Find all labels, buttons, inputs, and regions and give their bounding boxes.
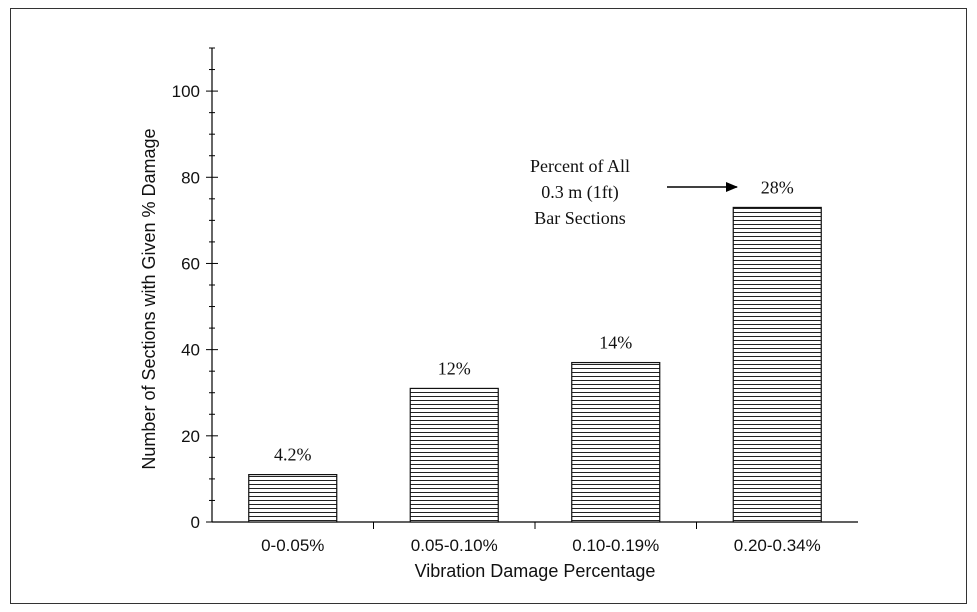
bar-data-label: 28% [761,177,794,197]
y-axis-title: Number of Sections with Given % Damage [139,128,159,469]
bar-2 [409,387,499,523]
bar-1 [248,474,338,523]
annotation: Percent of All 0.3 m (1ft) Bar Sections [530,156,738,228]
x-tick-label: 0.10-0.19% [572,536,659,555]
y-tick-label: 40 [181,341,200,360]
y-tick-label: 0 [191,513,200,532]
bar-data-label: 4.2% [274,445,312,465]
x-axis-title: Vibration Damage Percentage [415,561,656,581]
y-tick-label: 100 [172,82,200,101]
annotation-line-2: 0.3 m (1ft) [541,182,618,203]
y-tick-label: 20 [181,427,200,446]
bars [248,206,822,523]
annotation-line-1: Percent of All [530,156,630,176]
bar-data-label: 14% [599,333,632,353]
labels: 4.2% 0-0.05% 12% 0.05-0.10% 14% 0.10-0.19% 28%… [261,177,821,555]
annotation-line-3: Bar Sections [534,208,626,228]
y-tick-label: 80 [181,168,200,187]
y-tick-label: 60 [181,254,200,273]
x-tick-label: 0.05-0.10% [411,536,498,555]
x-tick-label: 0.20-0.34% [734,536,821,555]
bar-data-label: 12% [438,358,471,378]
bar-3 [571,361,661,523]
x-tick-label: 0-0.05% [261,536,324,555]
bar-4 [732,206,822,523]
